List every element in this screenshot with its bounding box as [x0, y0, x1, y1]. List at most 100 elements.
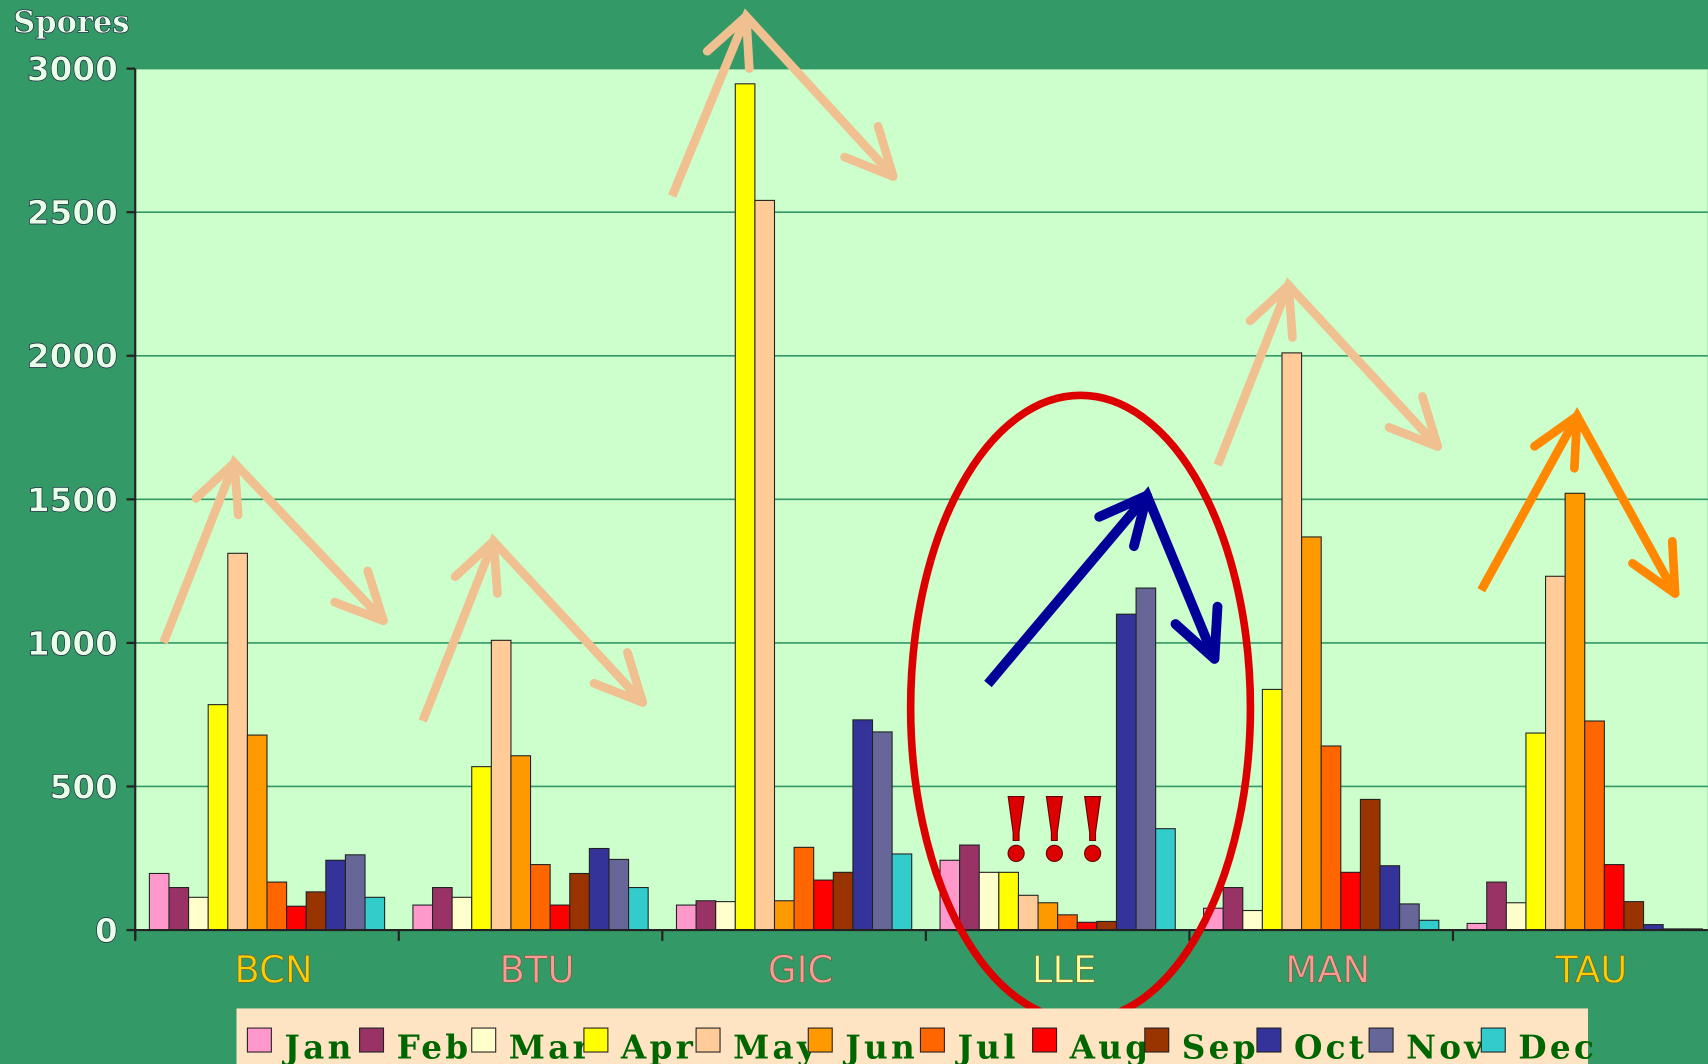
- bar: [675, 904, 697, 931]
- bar: [188, 896, 209, 931]
- bar: [832, 871, 854, 931]
- bar: [364, 896, 386, 931]
- bar: [1037, 902, 1059, 931]
- arrow-head: [1628, 558, 1680, 598]
- bar: [1399, 903, 1420, 931]
- bar: [286, 905, 307, 931]
- bar: [871, 731, 893, 931]
- y-tick-label: 2000: [27, 338, 118, 376]
- bar: [1564, 492, 1586, 931]
- x-tick-label: LLE: [1032, 948, 1097, 991]
- bar: [1242, 909, 1263, 931]
- y-tick-label: 1500: [27, 481, 118, 519]
- arrow-head: [623, 648, 648, 707]
- bar: [1379, 865, 1401, 931]
- bar: [1486, 881, 1507, 931]
- bar: [1418, 919, 1440, 931]
- y-axis-label: Spores: [13, 5, 129, 41]
- legend-swatch: [1480, 1027, 1506, 1053]
- arrow-head: [1284, 280, 1297, 342]
- bar: [1096, 920, 1118, 931]
- bar: [891, 853, 913, 931]
- legend-swatch: [695, 1027, 721, 1053]
- y-tick-label: 1000: [27, 625, 118, 663]
- x-tick-label: GIC: [768, 948, 833, 991]
- legend-swatch: [246, 1027, 272, 1053]
- bar: [490, 639, 512, 931]
- bar: [305, 891, 327, 931]
- x-tick-label: BCN: [234, 948, 312, 991]
- arrow-head: [1570, 411, 1582, 473]
- bar: [325, 859, 346, 931]
- arrow-head: [229, 458, 243, 520]
- bar: [793, 846, 815, 931]
- arrow-head: [1170, 619, 1220, 664]
- arrow-head: [1384, 423, 1443, 451]
- x-tick-label: MAN: [1285, 948, 1370, 991]
- bar: [1623, 901, 1645, 931]
- legend-label: May: [733, 1028, 819, 1064]
- y-tick-label: 500: [50, 768, 118, 806]
- bar: [608, 858, 630, 931]
- x-tick-label: BTU: [500, 948, 575, 991]
- arrow-head: [702, 11, 751, 56]
- bar: [569, 872, 590, 931]
- bar: [959, 844, 980, 931]
- legend-label: Aug: [1069, 1028, 1152, 1064]
- bar: [1222, 887, 1244, 931]
- y-tick-label: 0: [95, 912, 118, 950]
- legend-label: Nov: [1406, 1028, 1486, 1064]
- arrow-head: [1530, 411, 1582, 451]
- bar: [549, 904, 571, 931]
- arrow-head: [489, 536, 502, 598]
- bar: [1281, 352, 1303, 931]
- bar: [1525, 732, 1547, 931]
- bar: [1359, 798, 1381, 931]
- legend-label: Apr: [620, 1028, 696, 1064]
- bar: [451, 896, 473, 931]
- x-tick-label: TAU: [1554, 948, 1627, 991]
- bar: [773, 900, 795, 931]
- y-tick-label: 3000: [27, 51, 118, 89]
- legend-label: Mar: [509, 1028, 593, 1064]
- bar: [510, 755, 532, 931]
- arrow-head: [741, 11, 754, 73]
- bar: [266, 881, 288, 931]
- bar: [1603, 864, 1625, 931]
- arrow-head: [1209, 601, 1223, 664]
- bar: [344, 854, 366, 931]
- legend-swatch: [1368, 1027, 1394, 1053]
- arrow-head: [1129, 490, 1152, 552]
- bar: [588, 847, 610, 931]
- legend-label: Jun: [842, 1028, 918, 1064]
- bar: [1545, 575, 1566, 931]
- bar: [1340, 871, 1361, 931]
- bar: [715, 901, 736, 931]
- bar: [1115, 613, 1137, 931]
- legend-swatch: [1144, 1027, 1170, 1053]
- y-tick-label: 2500: [27, 194, 118, 232]
- bar: [1155, 828, 1176, 931]
- legend-swatch: [919, 1027, 945, 1053]
- arrow-head: [1418, 392, 1443, 451]
- bar: [695, 900, 717, 931]
- arrow-head: [191, 458, 239, 503]
- bar: [412, 904, 434, 931]
- bar: [628, 887, 649, 931]
- legend-swatch: [359, 1027, 385, 1053]
- bar: [471, 766, 492, 931]
- arrow-head: [330, 597, 388, 626]
- bar: [1076, 921, 1098, 931]
- legend-swatch: [1032, 1027, 1058, 1053]
- bar: [1301, 536, 1322, 931]
- bar: [1584, 720, 1605, 931]
- legend-swatch: [807, 1027, 833, 1053]
- arrow-head: [589, 678, 648, 707]
- bar: [1017, 894, 1039, 931]
- legend-swatch: [1256, 1027, 1282, 1053]
- bar: [852, 719, 874, 931]
- legend-label: Feb: [397, 1028, 472, 1064]
- bar: [813, 879, 834, 931]
- bar: [431, 887, 453, 931]
